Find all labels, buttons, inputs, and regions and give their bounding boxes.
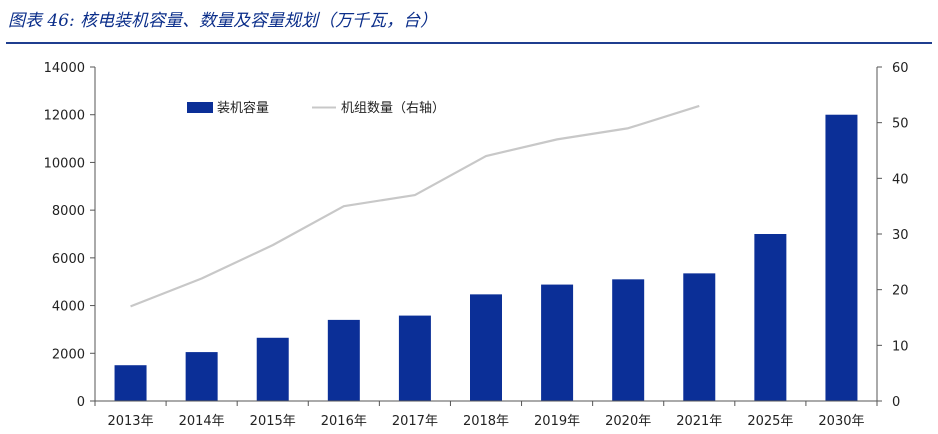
bar	[398, 315, 431, 401]
right-tick-label: 10	[892, 339, 909, 354]
x-tick-label: 2016年	[321, 414, 367, 429]
x-axis: 2013年 2014年 2015年 2016年 2017年 2018年 2019年 2020年…	[94, 400, 878, 429]
x-tick-label: 2025年	[747, 414, 793, 429]
title-divider	[6, 42, 932, 44]
x-tick-label: 2014年	[179, 414, 225, 429]
x-tick-label: 2013年	[107, 414, 153, 429]
bar	[470, 294, 502, 401]
line-series	[130, 104, 700, 308]
x-tick-label: 2020年	[605, 414, 651, 429]
right-tick-label: 20	[892, 284, 909, 299]
page-title: 图表 46: 核电装机容量、数量及容量规划（万千瓦，台）	[8, 11, 438, 31]
bar-series	[114, 114, 858, 401]
left-tick-label: 14000	[44, 61, 85, 76]
legend: 装机容量 机组数量（右轴）	[187, 100, 445, 116]
bar	[754, 234, 787, 401]
left-tick-label: 2000	[52, 347, 85, 362]
bar	[327, 319, 360, 401]
x-tick-label: 2030年	[818, 414, 864, 429]
x-tick-label: 2018年	[463, 414, 509, 429]
line-path	[130, 104, 700, 308]
legend-bar-swatch	[187, 102, 213, 113]
right-tick-label: 0	[892, 395, 900, 410]
left-axis: 0 2000 4000 6000 8000 10000 12000 14000	[44, 61, 96, 410]
right-tick-label: 40	[892, 172, 909, 187]
bar	[825, 114, 858, 401]
left-tick-label: 6000	[52, 252, 85, 267]
legend-line-label: 机组数量（右轴）	[341, 101, 445, 116]
left-tick-label: 8000	[52, 204, 85, 219]
x-tick-label: 2019年	[534, 414, 580, 429]
x-tick-label: 2021年	[676, 414, 722, 429]
bar	[185, 352, 218, 401]
left-tick-label: 4000	[52, 300, 85, 315]
bar	[256, 337, 289, 401]
left-tick-label: 12000	[44, 109, 85, 124]
right-tick-label: 50	[892, 117, 909, 132]
right-tick-label: 30	[892, 228, 909, 243]
bar	[114, 365, 147, 401]
x-tick-label: 2015年	[250, 414, 296, 429]
right-tick-label: 60	[892, 61, 909, 76]
right-axis: 0 10 20 30 40 50 60	[876, 61, 909, 410]
legend-bar-label: 装机容量	[217, 100, 269, 116]
bar	[541, 284, 574, 401]
bar	[612, 279, 645, 401]
left-tick-label: 10000	[44, 156, 85, 171]
left-tick-label: 0	[77, 395, 85, 410]
bar	[683, 273, 716, 401]
x-tick-label: 2017年	[392, 414, 438, 429]
